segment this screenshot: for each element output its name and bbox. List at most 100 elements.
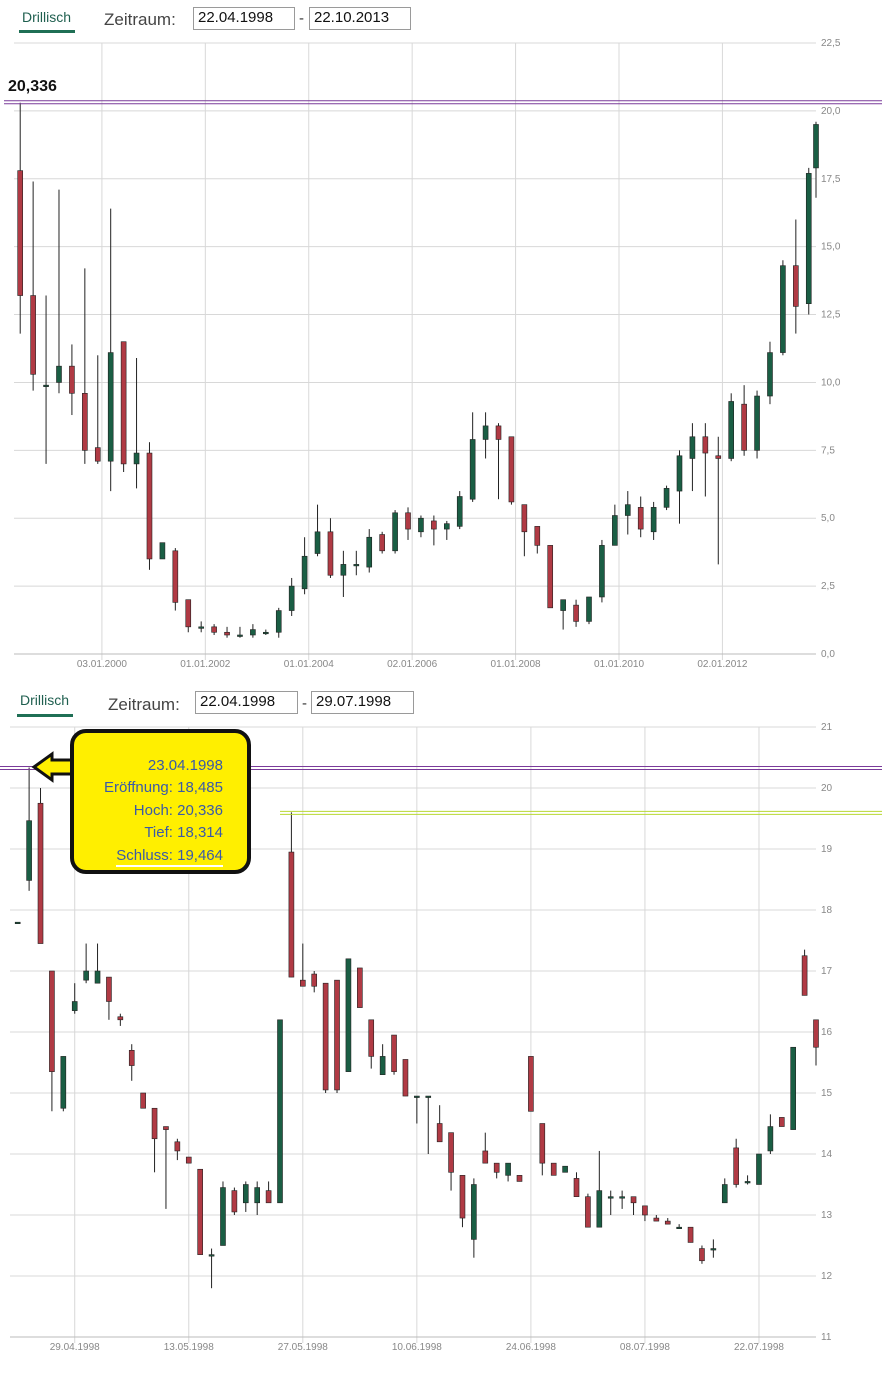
date-separator: - bbox=[299, 10, 304, 27]
candle-body bbox=[767, 1126, 774, 1152]
y-tick-label: 11 bbox=[821, 1332, 832, 1343]
candle-body bbox=[340, 564, 347, 576]
candle-body bbox=[69, 365, 75, 394]
candle-body bbox=[521, 504, 528, 533]
y-tick-label: 5,0 bbox=[821, 513, 835, 524]
y-tick-label: 22,5 bbox=[821, 38, 841, 49]
candle-body bbox=[198, 626, 204, 629]
candle-body bbox=[676, 1226, 682, 1229]
candlestick-chart-overview[interactable]: 0,0 2,5 5,0 7,5 10,0 12,5 15,0 17,5 20,0 22,5 03.0… bbox=[0, 0, 882, 682]
candle-body bbox=[277, 1019, 283, 1204]
tooltip-high: Hoch: 20,336 bbox=[133, 802, 223, 819]
zeitraum-label: Zeitraum: bbox=[104, 10, 176, 29]
candle-body bbox=[263, 631, 269, 635]
x-tick-label: 13.05.1998 bbox=[164, 1342, 214, 1353]
candle-body bbox=[83, 970, 89, 981]
candle-body bbox=[741, 403, 747, 451]
candle-body bbox=[301, 555, 308, 590]
candle-body bbox=[493, 1162, 500, 1173]
candle-body bbox=[653, 1217, 660, 1222]
y-tick-label: 21 bbox=[821, 722, 833, 733]
candle-body bbox=[418, 517, 424, 533]
candle-body bbox=[300, 979, 306, 987]
candle-body bbox=[813, 124, 819, 169]
candle-body bbox=[224, 631, 230, 636]
candle-body bbox=[82, 393, 88, 451]
x-tick-label: 02.01.2006 bbox=[387, 659, 437, 670]
candle-body bbox=[516, 1175, 523, 1182]
x-tick-label: 02.01.2012 bbox=[697, 659, 747, 670]
date-from-input[interactable]: 22.04.1998 bbox=[193, 7, 295, 30]
date-to-input[interactable]: 22.10.2013 bbox=[309, 7, 411, 30]
candle-body bbox=[805, 173, 812, 304]
candle-body bbox=[715, 455, 722, 459]
candle-body bbox=[436, 1123, 443, 1143]
candle-body bbox=[687, 1226, 694, 1243]
candle-body bbox=[612, 515, 618, 546]
x-tick-label: 01.01.2004 bbox=[284, 659, 334, 670]
candle-body bbox=[624, 504, 631, 516]
zeitraum-label-detail: Zeitraum: bbox=[108, 695, 180, 714]
candle-body bbox=[197, 1168, 203, 1255]
candle-body bbox=[721, 1184, 728, 1204]
candle-body bbox=[778, 1117, 785, 1127]
y-tick-label: 12,5 bbox=[821, 310, 841, 321]
candle-body bbox=[220, 1187, 226, 1246]
candle-body bbox=[237, 634, 243, 637]
tab-drillisch[interactable]: Drillisch bbox=[22, 9, 71, 25]
candle-body bbox=[17, 170, 24, 296]
candle-body bbox=[586, 596, 592, 622]
y-tick-label: 19 bbox=[821, 844, 833, 855]
x-tick-label: 03.01.2000 bbox=[77, 659, 127, 670]
candle-body bbox=[314, 531, 321, 554]
candle-body bbox=[49, 970, 55, 1072]
candle-body bbox=[585, 1196, 591, 1228]
candle-body bbox=[599, 545, 605, 598]
candle-body bbox=[444, 523, 450, 530]
y-tick-label: 7,5 bbox=[821, 445, 835, 456]
candle-body bbox=[107, 352, 114, 462]
date-to-input-detail[interactable]: 29.07.1998 bbox=[311, 691, 414, 714]
x-tick-label: 10.06.1998 bbox=[392, 1342, 442, 1353]
candle-body bbox=[689, 436, 696, 459]
candle-body bbox=[242, 1184, 249, 1204]
date-from-input-detail[interactable]: 22.04.1998 bbox=[195, 691, 298, 714]
candle-body bbox=[482, 1150, 489, 1164]
candle-body bbox=[254, 1187, 260, 1204]
candle-body bbox=[539, 1123, 546, 1164]
candle-body bbox=[151, 1107, 158, 1140]
candle-body bbox=[379, 1056, 386, 1076]
candle-body bbox=[560, 599, 566, 611]
candle-body bbox=[322, 982, 329, 1091]
candle-body bbox=[528, 1056, 534, 1112]
tooltip-low: Tief: 18,314 bbox=[144, 824, 223, 841]
y-tick-label: 20 bbox=[821, 783, 833, 794]
candle-body bbox=[391, 1034, 397, 1072]
candle-body bbox=[456, 496, 463, 527]
candle-body bbox=[56, 365, 62, 383]
date-separator-detail: - bbox=[302, 695, 307, 712]
x-tick-label: 29.04.1998 bbox=[50, 1342, 100, 1353]
candle-body bbox=[471, 1184, 477, 1240]
candle-body bbox=[353, 564, 360, 567]
candle-body bbox=[780, 265, 786, 353]
x-tick-label: 01.01.2008 bbox=[491, 659, 541, 670]
candle-body bbox=[573, 604, 579, 622]
tab-underline bbox=[19, 30, 75, 33]
candle-body bbox=[30, 295, 36, 375]
ohlc-tooltip: 23.04.1998 Eröffnung: 18,485 Hoch: 20,33… bbox=[70, 729, 251, 874]
candle-body bbox=[676, 455, 683, 492]
candle-body bbox=[345, 958, 352, 1072]
candle-body bbox=[663, 488, 670, 508]
candle-body bbox=[379, 534, 385, 552]
x-tick-label: 22.07.1998 bbox=[734, 1342, 784, 1353]
candle-body bbox=[146, 452, 153, 560]
candle-body bbox=[208, 1254, 215, 1257]
candle-body bbox=[133, 452, 140, 465]
candle-body bbox=[619, 1196, 625, 1199]
candle-body bbox=[159, 542, 166, 560]
candle-body bbox=[495, 425, 502, 440]
candle-body bbox=[172, 550, 179, 603]
tab-drillisch-detail[interactable]: Drillisch bbox=[20, 692, 69, 708]
